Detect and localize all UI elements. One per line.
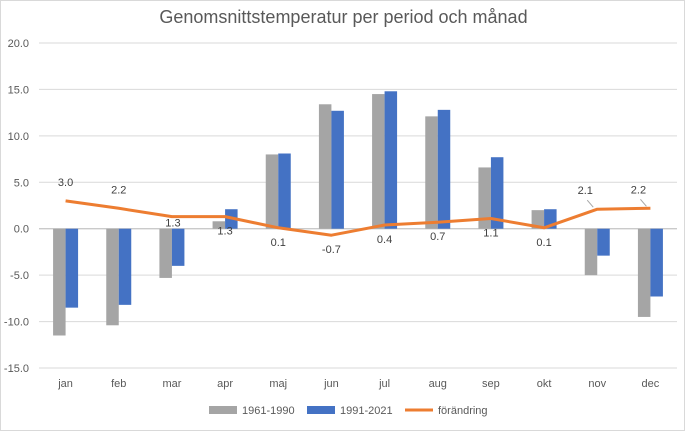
legend-swatch bbox=[209, 406, 237, 414]
x-tick-label: apr bbox=[217, 378, 233, 390]
y-tick-label: 10.0 bbox=[8, 131, 29, 143]
bar bbox=[637, 228, 651, 317]
x-tick-label: feb bbox=[111, 378, 126, 390]
bar bbox=[425, 116, 438, 229]
data-label-leader bbox=[586, 199, 594, 208]
y-tick-label: -15.0 bbox=[4, 363, 29, 375]
data-label: 1.3 bbox=[165, 218, 180, 230]
x-tick-label: jun bbox=[323, 378, 339, 390]
legend-label: 1991-2021 bbox=[340, 405, 393, 417]
legend-label: 1961-1990 bbox=[242, 405, 295, 417]
bar bbox=[118, 228, 132, 305]
bar bbox=[65, 228, 79, 308]
data-label: -0.7 bbox=[322, 244, 341, 256]
data-label: 1.3 bbox=[217, 226, 232, 238]
data-label: 1.1 bbox=[483, 228, 498, 240]
x-tick-label: sep bbox=[482, 378, 500, 390]
bar bbox=[490, 157, 504, 229]
y-tick-label: 0.0 bbox=[14, 224, 29, 236]
bar bbox=[650, 228, 663, 297]
x-tick-label: dec bbox=[642, 378, 660, 390]
bar bbox=[159, 228, 172, 278]
y-tick-label: -10.0 bbox=[4, 317, 29, 329]
bar bbox=[278, 153, 291, 229]
y-tick-label: -5.0 bbox=[10, 270, 29, 282]
x-tick-label: jul bbox=[378, 378, 390, 390]
bar bbox=[384, 91, 398, 229]
bar bbox=[372, 94, 385, 229]
legend-swatch bbox=[307, 406, 335, 414]
legend-label: förändring bbox=[438, 405, 488, 417]
y-tick-label: 20.0 bbox=[8, 38, 29, 50]
data-label-leader bbox=[640, 198, 647, 207]
data-label: 3.0 bbox=[58, 177, 73, 189]
data-label: 0.1 bbox=[271, 237, 286, 249]
x-tick-label: nov bbox=[588, 378, 606, 390]
bar bbox=[53, 228, 66, 336]
x-tick-label: aug bbox=[429, 378, 447, 390]
x-tick-label: jan bbox=[57, 378, 73, 390]
bar bbox=[478, 167, 491, 229]
x-tick-label: maj bbox=[269, 378, 287, 390]
bar bbox=[106, 228, 119, 326]
data-label: 2.1 bbox=[578, 185, 593, 197]
bar bbox=[597, 228, 610, 256]
bar bbox=[584, 228, 598, 276]
bar bbox=[265, 154, 279, 229]
data-label: 0.1 bbox=[536, 237, 551, 249]
bar bbox=[531, 210, 545, 229]
bar bbox=[318, 104, 332, 229]
bar bbox=[331, 110, 344, 229]
bar bbox=[212, 221, 226, 229]
bar bbox=[437, 109, 451, 229]
series-line bbox=[65, 199, 651, 237]
data-label: 0.7 bbox=[430, 231, 445, 243]
data-label: 0.4 bbox=[377, 234, 392, 246]
x-tick-label: mar bbox=[162, 378, 181, 390]
bar bbox=[171, 228, 185, 266]
x-tick-label: okt bbox=[537, 378, 552, 390]
data-label: 2.2 bbox=[111, 184, 126, 196]
y-tick-label: 15.0 bbox=[8, 84, 29, 96]
chart-title: Genomsnittstemperatur per period och mån… bbox=[159, 7, 528, 27]
y-tick-label: 5.0 bbox=[14, 177, 29, 189]
data-label: 2.2 bbox=[631, 184, 646, 196]
